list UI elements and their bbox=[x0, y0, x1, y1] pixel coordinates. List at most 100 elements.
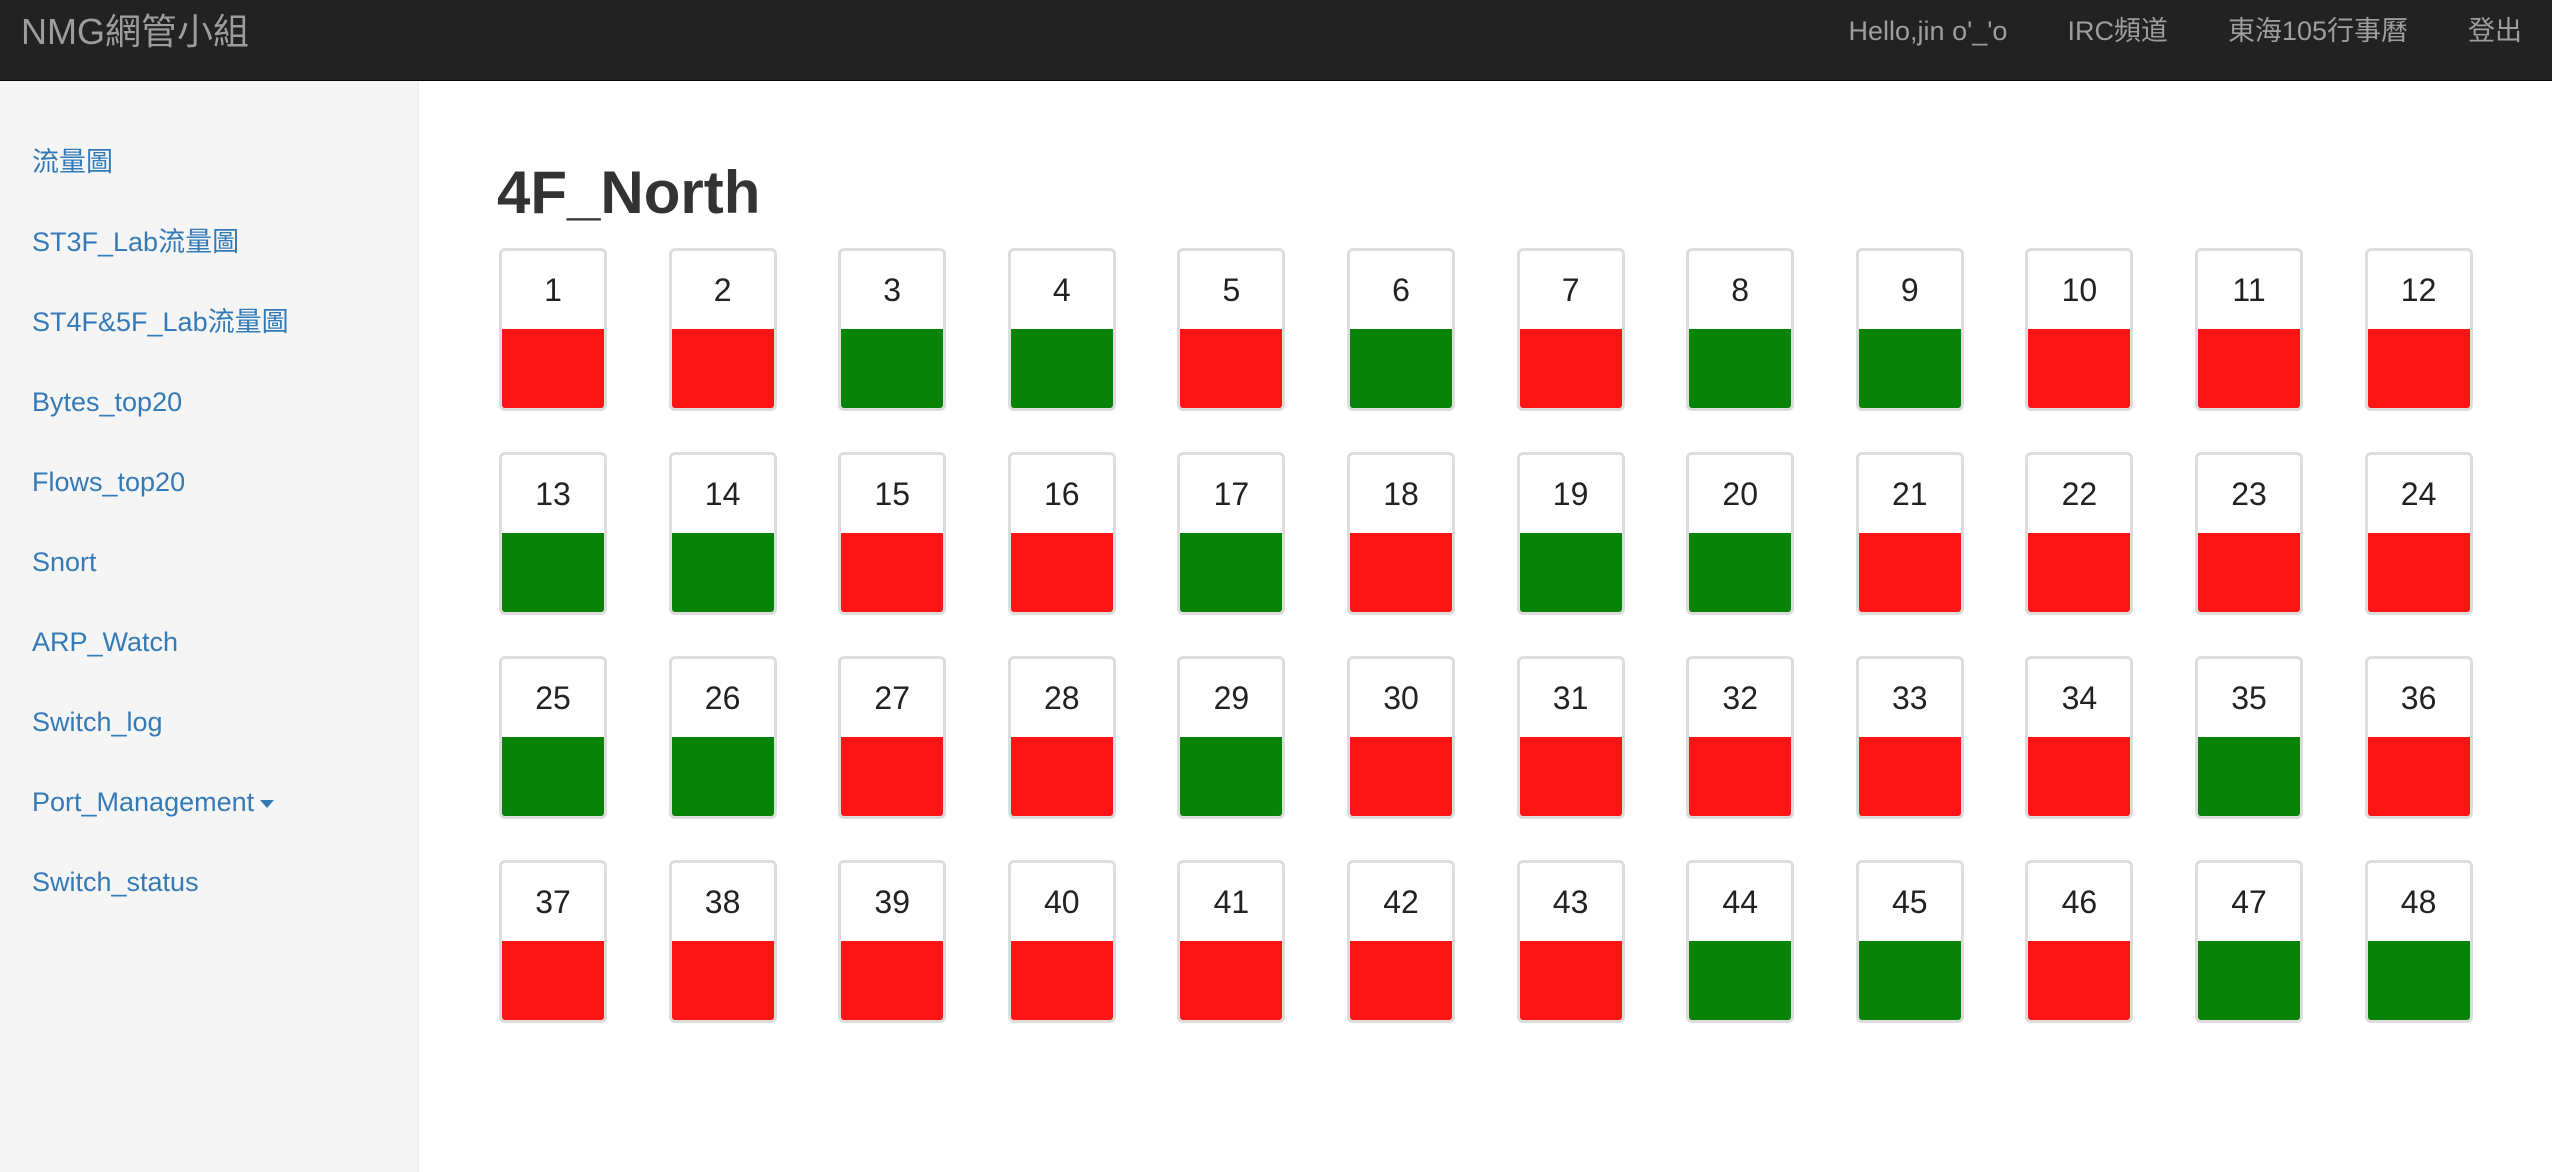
port-box[interactable]: 24 bbox=[2364, 452, 2473, 615]
brand-link[interactable]: NMG網管小組 bbox=[21, 11, 249, 52]
port-box[interactable]: 34 bbox=[2025, 656, 2134, 819]
port-status-indicator bbox=[1010, 329, 1113, 408]
port-number: 35 bbox=[2231, 680, 2267, 716]
port-box[interactable]: 42 bbox=[1347, 860, 1455, 1023]
port-box[interactable]: 33 bbox=[1855, 656, 1964, 819]
port-number: 31 bbox=[1552, 680, 1589, 716]
port-box[interactable]: 21 bbox=[1855, 452, 1964, 615]
port-number: 9 bbox=[1900, 272, 1919, 308]
port-box[interactable]: 19 bbox=[1516, 452, 1625, 615]
port-number: 46 bbox=[2061, 884, 2098, 920]
port-box[interactable]: 12 bbox=[2364, 248, 2473, 411]
port-box[interactable]: 1 bbox=[499, 248, 607, 411]
port-box[interactable]: 28 bbox=[1007, 656, 1116, 819]
port-box[interactable]: 9 bbox=[1855, 248, 1964, 411]
port-number: 18 bbox=[1383, 476, 1419, 512]
port-box[interactable]: 18 bbox=[1347, 452, 1455, 615]
port-box[interactable]: 30 bbox=[1347, 656, 1455, 819]
port-box[interactable]: 27 bbox=[838, 656, 947, 819]
port-box[interactable]: 36 bbox=[2364, 656, 2473, 819]
port-box[interactable]: 26 bbox=[668, 656, 777, 819]
port-box[interactable]: 2 bbox=[668, 248, 777, 411]
port-box[interactable]: 22 bbox=[2025, 452, 2134, 615]
sidebar-item-bytes-top20[interactable]: Bytes_top20 bbox=[32, 387, 183, 417]
port-number: 42 bbox=[1383, 884, 1419, 920]
nav-user-greeting[interactable]: Hello,jin o'_'o bbox=[1848, 16, 2008, 46]
port-box[interactable]: 44 bbox=[1686, 860, 1795, 1023]
port-box[interactable]: 6 bbox=[1347, 248, 1455, 411]
navbar-right-links: Hello,jin o'_'o IRC頻道 東海105行事曆 登出 bbox=[1819, 0, 2552, 81]
port-status-indicator bbox=[1689, 329, 1792, 408]
port-status-indicator bbox=[2198, 533, 2300, 612]
port-box[interactable]: 15 bbox=[838, 452, 947, 615]
port-box[interactable]: 20 bbox=[1686, 452, 1795, 615]
port-number: 43 bbox=[1552, 884, 1589, 920]
sidebar-item-switch-status[interactable]: Switch_status bbox=[32, 867, 199, 897]
port-box[interactable]: 11 bbox=[2195, 248, 2303, 411]
port-number: 37 bbox=[535, 884, 571, 920]
port-box[interactable]: 46 bbox=[2025, 860, 2134, 1023]
port-status-indicator bbox=[1180, 329, 1283, 408]
port-box[interactable]: 37 bbox=[499, 860, 607, 1023]
port-box[interactable]: 8 bbox=[1686, 248, 1795, 411]
port-number: 29 bbox=[1213, 680, 1250, 716]
port-status-indicator bbox=[671, 737, 774, 816]
port-box[interactable]: 29 bbox=[1177, 656, 1286, 819]
port-number: 8 bbox=[1731, 272, 1750, 308]
port-number: 1 bbox=[544, 272, 562, 308]
port-box[interactable]: 4 bbox=[1007, 248, 1116, 411]
sidebar-item-arp-watch[interactable]: ARP_Watch bbox=[32, 627, 179, 657]
port-box[interactable]: 43 bbox=[1516, 860, 1625, 1023]
port-number: 34 bbox=[2061, 680, 2098, 716]
port-box[interactable]: 35 bbox=[2195, 656, 2303, 819]
caret-down-icon bbox=[260, 799, 275, 808]
port-number: 4 bbox=[1052, 272, 1071, 308]
nav-irc-channel[interactable]: IRC頻道 bbox=[2067, 16, 2168, 46]
port-box[interactable]: 31 bbox=[1516, 656, 1625, 819]
port-number: 17 bbox=[1213, 476, 1250, 512]
port-box[interactable]: 16 bbox=[1007, 452, 1116, 615]
port-status-indicator bbox=[1010, 941, 1113, 1020]
port-box[interactable]: 32 bbox=[1686, 656, 1795, 819]
port-number: 27 bbox=[874, 680, 910, 716]
port-status-indicator bbox=[1689, 533, 1792, 612]
port-box[interactable]: 40 bbox=[1007, 860, 1116, 1023]
port-box[interactable]: 23 bbox=[2195, 452, 2303, 615]
sidebar-item-st3f-lab-traffic[interactable]: ST3F_Lab流量圖 bbox=[32, 227, 240, 257]
port-box[interactable]: 17 bbox=[1177, 452, 1286, 615]
port-number: 14 bbox=[704, 476, 741, 512]
sidebar-item-port-management-label: Port_Management bbox=[32, 787, 255, 817]
port-box[interactable]: 38 bbox=[668, 860, 777, 1023]
port-box[interactable]: 14 bbox=[668, 452, 777, 615]
sidebar-item-snort[interactable]: Snort bbox=[32, 547, 97, 577]
nav-logout[interactable]: 登出 bbox=[2468, 16, 2522, 46]
sidebar-item-flows-top20[interactable]: Flows_top20 bbox=[32, 467, 186, 497]
port-status-indicator bbox=[502, 533, 604, 612]
port-status-indicator bbox=[841, 737, 944, 816]
port-status-indicator bbox=[1010, 533, 1113, 612]
port-box[interactable]: 25 bbox=[499, 656, 607, 819]
port-box[interactable]: 10 bbox=[2025, 248, 2134, 411]
port-number: 19 bbox=[1552, 476, 1589, 512]
port-box[interactable]: 13 bbox=[499, 452, 607, 615]
port-box[interactable]: 5 bbox=[1177, 248, 1286, 411]
sidebar-item-traffic-graph[interactable]: 流量圖 bbox=[32, 147, 113, 177]
port-number: 30 bbox=[1383, 680, 1419, 716]
port-number: 25 bbox=[535, 680, 571, 716]
port-box[interactable]: 47 bbox=[2195, 860, 2303, 1023]
port-number: 21 bbox=[1892, 476, 1928, 512]
port-box[interactable]: 3 bbox=[838, 248, 947, 411]
sidebar-item-switch-log[interactable]: Switch_log bbox=[32, 707, 163, 737]
port-box[interactable]: 41 bbox=[1177, 860, 1286, 1023]
nav-calendar[interactable]: 東海105行事曆 bbox=[2227, 16, 2408, 46]
port-status-indicator bbox=[1350, 941, 1452, 1020]
port-box[interactable]: 48 bbox=[2364, 860, 2473, 1023]
port-box[interactable]: 7 bbox=[1516, 248, 1625, 411]
sidebar-item-st4f5f-lab-traffic[interactable]: ST4F&5F_Lab流量圖 bbox=[32, 307, 289, 337]
port-number: 16 bbox=[1044, 476, 1080, 512]
port-number: 11 bbox=[2232, 272, 2266, 308]
port-box[interactable]: 45 bbox=[1855, 860, 1964, 1023]
port-number: 28 bbox=[1044, 680, 1080, 716]
sidebar-item-port-management[interactable]: Port_Management bbox=[32, 786, 275, 818]
port-box[interactable]: 39 bbox=[838, 860, 947, 1023]
